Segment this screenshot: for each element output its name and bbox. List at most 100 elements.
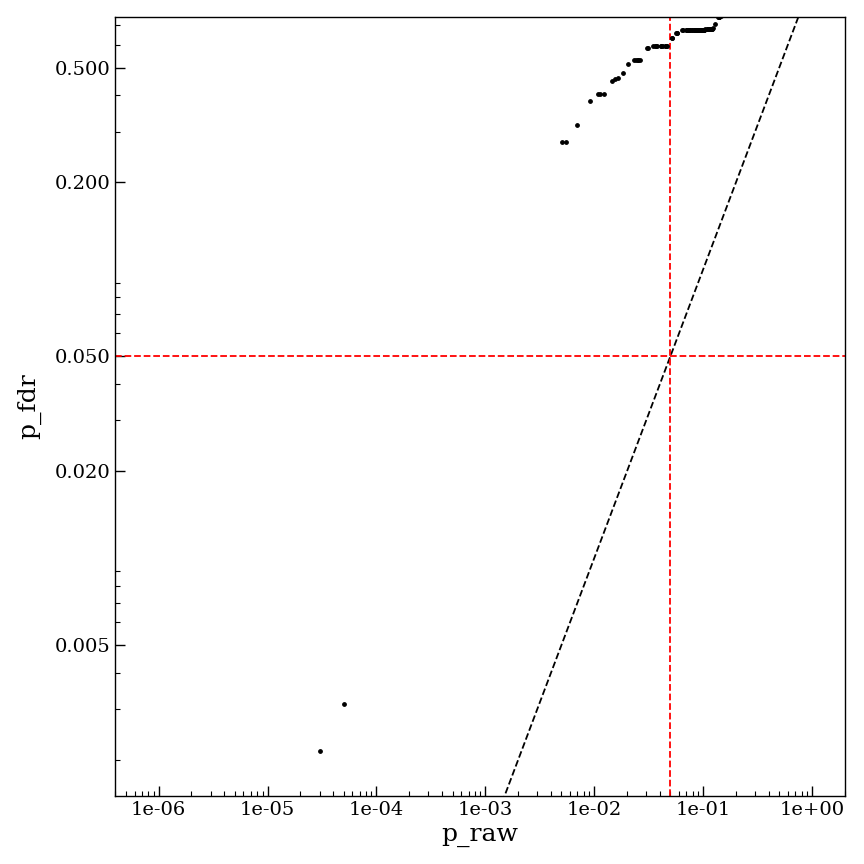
Point	[693, 22, 707, 36]
Point	[714, 9, 727, 22]
Point	[676, 22, 689, 36]
Point	[683, 22, 696, 36]
Point	[695, 22, 708, 36]
Point	[700, 22, 714, 35]
Point	[570, 118, 584, 132]
Point	[650, 39, 664, 53]
Point	[696, 22, 709, 36]
Point	[688, 22, 702, 36]
Point	[659, 39, 673, 53]
Point	[629, 54, 643, 67]
Point	[633, 54, 647, 67]
Point	[682, 22, 696, 36]
Point	[659, 39, 673, 53]
Point	[725, 0, 739, 14]
Point	[642, 41, 656, 55]
Point	[719, 3, 733, 17]
Point	[734, 0, 748, 2]
X-axis label: p_raw: p_raw	[442, 824, 518, 848]
Point	[682, 22, 696, 36]
Point	[605, 73, 619, 87]
Point	[727, 0, 741, 11]
Point	[704, 22, 718, 35]
Point	[694, 22, 708, 36]
Point	[717, 3, 731, 17]
Point	[735, 0, 749, 2]
Point	[726, 0, 740, 14]
Point	[729, 0, 743, 10]
Point	[717, 3, 731, 17]
Point	[705, 22, 719, 35]
Point	[688, 22, 702, 36]
Point	[659, 39, 673, 53]
Point	[685, 22, 699, 36]
Point	[696, 22, 709, 36]
Point	[712, 10, 726, 23]
Point	[612, 71, 626, 85]
Point	[698, 22, 712, 36]
Point	[689, 22, 702, 36]
Point	[719, 3, 733, 17]
Point	[337, 697, 351, 711]
Point	[697, 22, 711, 36]
Point	[725, 0, 739, 14]
Point	[702, 22, 716, 35]
Point	[679, 22, 693, 36]
Point	[703, 22, 717, 35]
Point	[734, 0, 748, 2]
Point	[721, 1, 735, 15]
Point	[704, 22, 718, 35]
Point	[680, 22, 694, 36]
Point	[735, 0, 749, 2]
Point	[693, 22, 707, 36]
Point	[728, 0, 742, 11]
Point	[722, 1, 736, 15]
Point	[688, 22, 702, 36]
Point	[597, 87, 611, 101]
Point	[665, 32, 679, 46]
Point	[594, 87, 607, 101]
Point	[621, 57, 635, 71]
Point	[702, 22, 715, 35]
Point	[735, 0, 749, 2]
Point	[704, 22, 718, 35]
Y-axis label: p_fdr: p_fdr	[16, 373, 41, 439]
Point	[728, 0, 742, 10]
Point	[608, 73, 622, 86]
Point	[713, 10, 727, 23]
Point	[693, 22, 707, 36]
Point	[559, 135, 573, 149]
Point	[691, 22, 705, 36]
Point	[713, 10, 727, 23]
Point	[654, 39, 668, 53]
Point	[632, 54, 645, 67]
Point	[719, 3, 733, 17]
Point	[717, 3, 731, 17]
Point	[670, 26, 684, 40]
Point	[669, 26, 683, 40]
Point	[632, 54, 645, 67]
Point	[701, 22, 715, 35]
Point	[675, 22, 689, 36]
Point	[703, 22, 717, 35]
Point	[649, 39, 663, 53]
Point	[725, 0, 739, 14]
Point	[696, 22, 710, 36]
Point	[692, 22, 706, 36]
Point	[696, 22, 710, 36]
Point	[705, 22, 719, 35]
Point	[732, 0, 746, 4]
Point	[583, 94, 597, 108]
Point	[681, 22, 695, 36]
Point	[703, 22, 717, 35]
Point	[270, 840, 283, 854]
Point	[708, 17, 721, 31]
Point	[687, 22, 701, 36]
Point	[556, 135, 569, 149]
Point	[712, 10, 726, 23]
Point	[734, 0, 748, 2]
Point	[720, 3, 734, 17]
Point	[706, 21, 720, 35]
Point	[690, 22, 704, 36]
Point	[733, 0, 746, 3]
